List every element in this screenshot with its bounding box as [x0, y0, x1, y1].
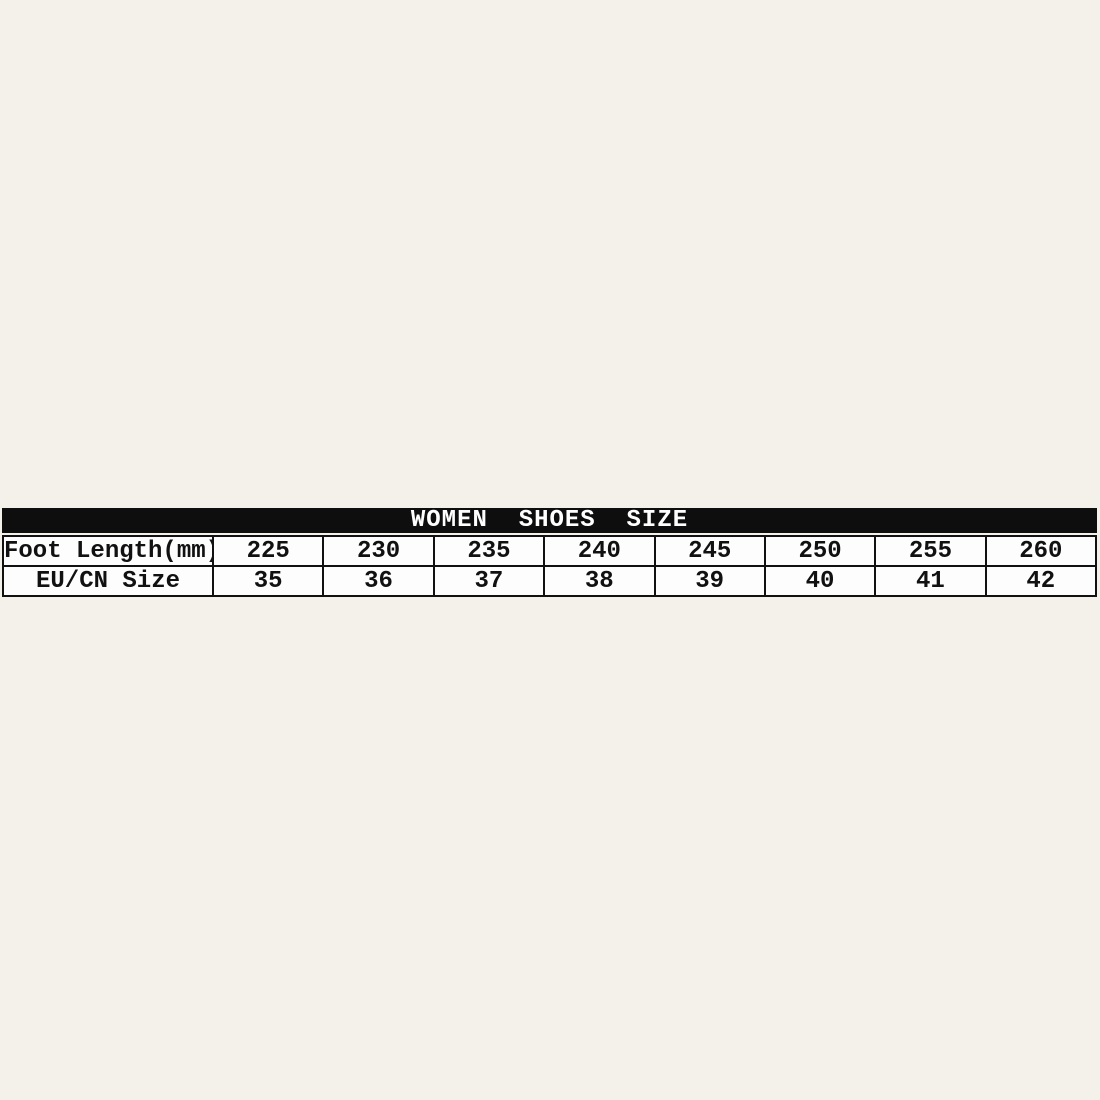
table-cell: 42 [984, 565, 1098, 597]
table-cell: 230 [322, 535, 435, 567]
table-cell: 225 [211, 535, 325, 567]
table-cell: 37 [432, 565, 546, 597]
row-label-eu-cn-size: EU/CN Size [2, 565, 214, 597]
table-row-eu-cn-size: EU/CN Size 35 36 37 38 39 40 41 42 [2, 565, 1098, 597]
table-cell: 41 [874, 565, 987, 597]
table-cell: 235 [432, 535, 546, 567]
table-cell: 36 [322, 565, 435, 597]
table-cell: 38 [543, 565, 656, 597]
table-cell: 240 [543, 535, 656, 567]
row-label-foot-length: Foot Length(mm) [2, 535, 214, 567]
table-cell: 260 [984, 535, 1098, 567]
table-cell: 250 [763, 535, 877, 567]
table-cell: 255 [874, 535, 987, 567]
table-cell: 245 [653, 535, 766, 567]
size-chart: WOMEN SHOES SIZE Foot Length(mm) 225 230… [2, 508, 1098, 597]
table-cell: 40 [763, 565, 877, 597]
table-cell: 39 [653, 565, 766, 597]
size-chart-title: WOMEN SHOES SIZE [2, 508, 1097, 533]
table-cell: 35 [211, 565, 325, 597]
size-table: Foot Length(mm) 225 230 235 240 245 250 … [2, 535, 1098, 597]
table-row-foot-length: Foot Length(mm) 225 230 235 240 245 250 … [2, 535, 1098, 567]
